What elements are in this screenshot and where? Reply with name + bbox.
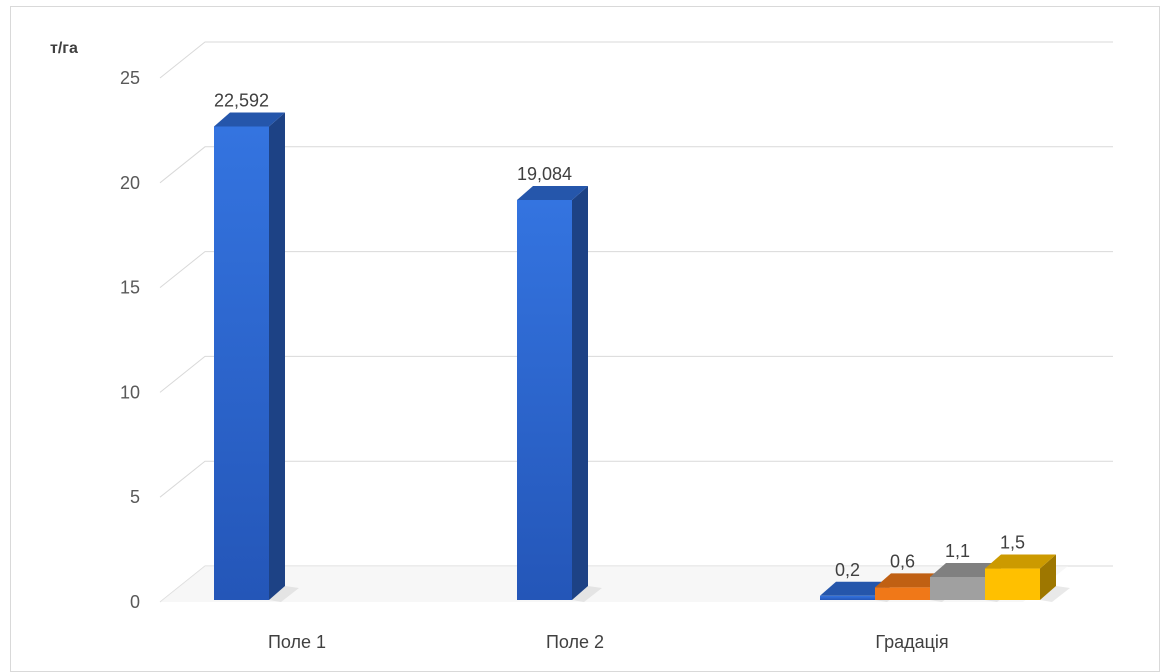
bar-top [985,554,1056,569]
y-tick-label: 15 [120,278,140,298]
bar-front [820,595,875,600]
y-tick-label: 25 [120,68,140,88]
bar-front [875,587,930,600]
y-axis-ticks: 0 5 10 15 20 25 [120,68,140,612]
data-labels: 22,592 19,084 0,2 0,6 1,1 1,5 [214,90,1025,579]
bar-top [820,581,891,596]
y-tick-label: 20 [120,173,140,193]
bar-top [930,562,1001,577]
data-label: 0,6 [890,551,915,571]
bar-shadow [1040,586,1070,602]
bar-front [517,199,572,600]
category-label: Градація [875,632,948,652]
gridline [159,146,1113,184]
bar-front [930,576,985,600]
category-label: Поле 2 [546,632,604,652]
data-label: 0,2 [835,560,860,580]
data-label: 1,5 [1000,533,1025,553]
x-axis-categories: Поле 1 Поле 2 Градація [268,632,949,652]
data-label: 19,084 [517,164,572,184]
bar-shadow [572,586,602,602]
bar-top [875,573,946,588]
y-tick-label: 5 [130,487,140,507]
gridline [159,41,1113,79]
gridline [159,355,1113,393]
y-tick-label: 10 [120,382,140,402]
bar-side [572,185,588,600]
y-axis-unit-label: т/га [50,40,78,57]
y-tick-label: 0 [130,592,140,612]
gridlines [159,41,1113,603]
bar-front [214,126,269,600]
bar [214,112,299,602]
bar [517,185,602,602]
data-label: 22,592 [214,90,269,110]
bar-side [1040,554,1056,600]
bars [214,112,1070,602]
category-label: Поле 1 [268,632,326,652]
bar-side [269,112,285,600]
gridline [159,251,1113,288]
gridline [159,460,1113,498]
bar-top [214,112,285,127]
bar [985,554,1070,602]
data-label: 1,1 [945,541,970,561]
bar-shadow [269,586,299,602]
bar-top [517,185,588,200]
bar-front [985,568,1040,600]
